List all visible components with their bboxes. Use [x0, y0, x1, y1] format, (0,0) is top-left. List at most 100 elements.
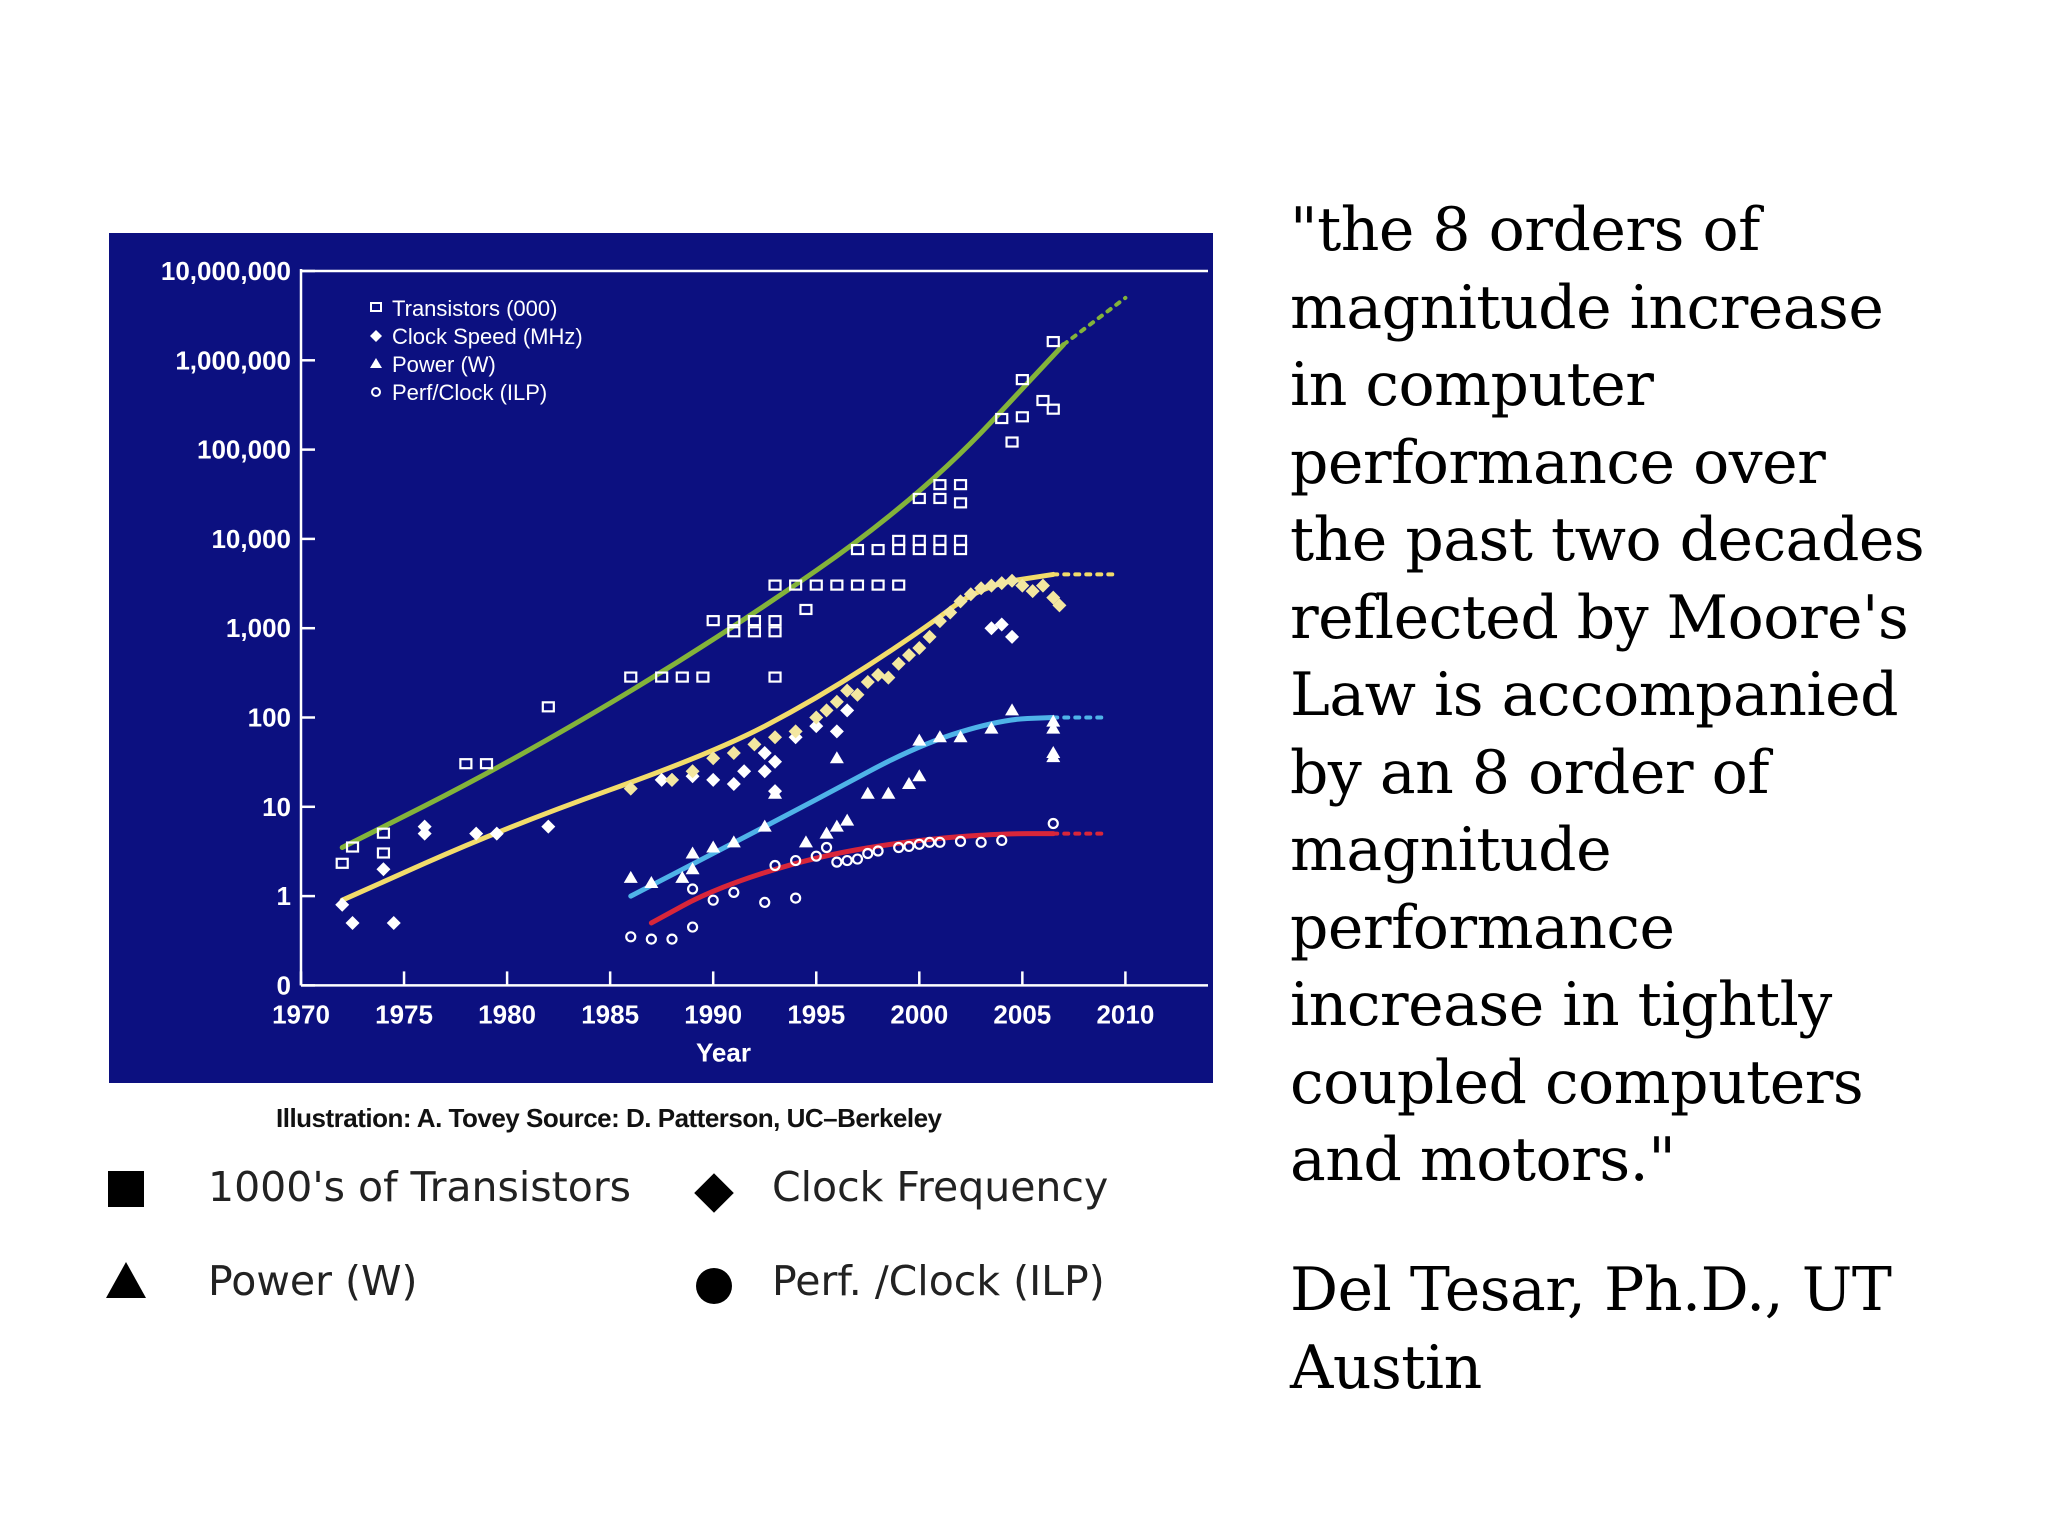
data-point-ilp	[1047, 817, 1059, 830]
data-point-ilp	[790, 892, 802, 904]
data-point-transistors	[376, 827, 391, 839]
data-point-transistors	[655, 671, 669, 683]
data-point-clock	[860, 674, 875, 689]
data-point-ilp	[996, 834, 1008, 847]
x-axis-label: Year	[696, 1037, 751, 1067]
quote-text: "the 8 orders of magnitude increase in c…	[1290, 195, 1925, 1195]
data-point-transistors	[727, 626, 741, 638]
data-point-clock	[943, 605, 958, 620]
data-point-ilp	[686, 921, 699, 933]
chart-credit: Illustration: A. Tovey Source: D. Patter…	[276, 1103, 942, 1133]
data-point-ilp	[851, 853, 864, 865]
data-point-ilp	[893, 841, 905, 854]
x-tick-label: 1995	[787, 999, 845, 1029]
data-point-transistors	[799, 603, 813, 616]
data-point-ilp	[872, 845, 884, 857]
data-point-clock	[809, 719, 824, 734]
data-point-clock	[623, 781, 638, 796]
data-point-transistors	[747, 626, 762, 638]
data-point-ilp	[728, 886, 740, 899]
data-point-power	[798, 835, 813, 848]
x-tick-label: 1980	[478, 999, 536, 1029]
data-point-clock	[1025, 584, 1040, 599]
data-point-clock	[1015, 578, 1030, 593]
legend-label: Transistors (000)	[392, 296, 557, 321]
data-point-clock	[840, 683, 855, 698]
data-point-ilp	[975, 836, 987, 848]
x-tick-label: 1970	[272, 999, 330, 1029]
legend-square-icon	[370, 302, 382, 312]
data-point-ilp	[934, 836, 946, 848]
data-point-transistors	[933, 479, 947, 491]
data-point-transistors	[953, 497, 968, 509]
data-point-ilp	[790, 854, 802, 867]
data-point-clock	[994, 576, 1009, 591]
data-point-clock	[829, 724, 844, 739]
data-point-transistors	[345, 841, 360, 853]
data-point-transistors	[830, 579, 844, 591]
data-point-transistors	[953, 534, 968, 546]
data-point-clock	[376, 862, 391, 877]
data-point-power	[984, 721, 999, 734]
data-point-clock	[901, 648, 916, 663]
data-point-clock	[788, 724, 803, 739]
data-point-clock	[850, 687, 865, 702]
data-point-clock	[768, 754, 783, 769]
data-point-ilp	[862, 847, 874, 860]
data-point-clock	[685, 764, 700, 779]
data-point-transistors	[727, 615, 741, 627]
data-point-power	[901, 777, 916, 790]
data-point-transistors	[892, 579, 906, 591]
data-point-clock	[963, 587, 978, 602]
data-point-transistors	[1046, 335, 1060, 348]
quote-attribution: Del Tesar, Ph.D., UT Austin	[1290, 1255, 1892, 1403]
data-point-clock	[932, 614, 947, 629]
y-tick-label: 10,000,000	[161, 256, 291, 286]
trend-line	[648, 831, 1056, 926]
x-tick-label: 2000	[890, 999, 948, 1029]
data-point-ilp	[707, 894, 719, 906]
data-point-clock	[489, 826, 504, 841]
y-tick-label: 100	[248, 703, 291, 733]
data-point-transistors	[912, 492, 926, 505]
data-point-clock	[706, 751, 721, 766]
trend-line	[339, 342, 1067, 851]
data-point-clock	[747, 737, 762, 752]
data-point-clock	[335, 897, 350, 912]
data-point-transistors	[768, 626, 782, 638]
data-point-transistors	[624, 671, 638, 683]
legend-triangle-icon	[370, 358, 382, 368]
y-tick-label: 1	[277, 881, 291, 911]
data-point-transistors	[809, 579, 823, 591]
data-point-transistors	[459, 758, 473, 770]
data-point-clock	[654, 772, 669, 787]
chart-svg: 0 1 10 100 1,000 10,000 100,000 1,000,000 10,000…	[161, 256, 1208, 1067]
y-tick-label: 10,000	[211, 524, 291, 554]
data-point-transistors	[675, 671, 689, 683]
key-ilp-label: Perf. /Clock (ILP)	[772, 1257, 1105, 1305]
key-power-label: Power (W)	[208, 1257, 418, 1305]
data-point-transistors	[1005, 436, 1019, 448]
data-point-clock	[1035, 578, 1050, 593]
data-point-transistors	[1036, 394, 1050, 407]
data-point-power	[768, 786, 783, 799]
data-point-clock	[912, 641, 927, 656]
data-point-clock	[345, 915, 360, 930]
data-point-transistors	[933, 543, 947, 556]
trend-line	[628, 715, 1056, 899]
data-point-clock	[840, 703, 855, 718]
data-point-power	[1046, 714, 1061, 727]
chart-panel: 0 1 10 100 1,000 10,000 100,000 1,000,000 10,000…	[109, 233, 1213, 1083]
data-point-clock	[809, 710, 824, 725]
data-point-power	[757, 819, 772, 832]
y-tick-label: 1,000	[226, 613, 291, 643]
data-point-ilp	[810, 850, 822, 862]
data-point-ilp	[625, 931, 637, 943]
circle-icon	[696, 1268, 732, 1304]
data-point-power	[953, 730, 968, 743]
data-point-transistors	[995, 412, 1009, 425]
data-point-power	[881, 786, 896, 799]
data-point-ilp	[831, 856, 843, 868]
legend-label: Clock Speed (MHz)	[392, 324, 583, 349]
data-point-clock	[726, 777, 741, 792]
